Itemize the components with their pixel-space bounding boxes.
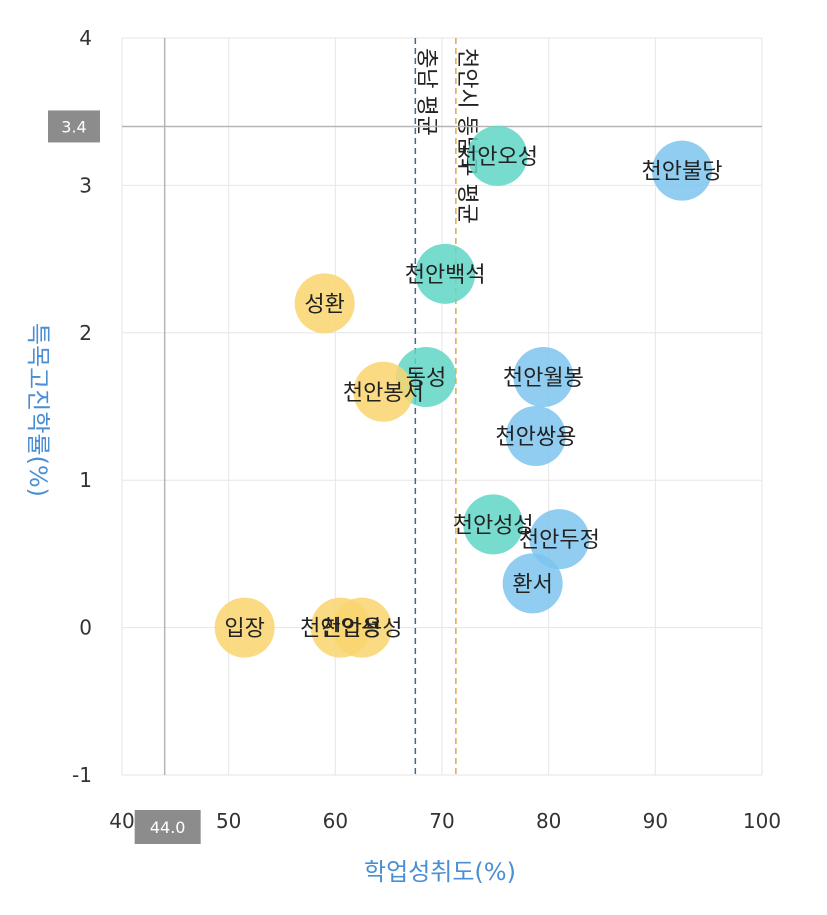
bubble-label: 천안용성 xyxy=(322,617,403,642)
x-tick-label: 90 xyxy=(643,809,668,833)
x-axis-title: 학업성취도(%) xyxy=(364,858,516,886)
bubbles xyxy=(214,125,712,658)
reference-line-label: 천안시 동남구 평균 xyxy=(454,48,479,224)
bubble-label: 천안불당 xyxy=(642,160,723,185)
reference-lines: 충남 평균 천안시 동남구 평균 xyxy=(413,38,479,775)
y-marker-badge xyxy=(48,110,100,143)
bubble[interactable] xyxy=(415,243,476,304)
bubble[interactable] xyxy=(529,509,590,570)
bubble-label: 입장 xyxy=(224,617,264,642)
bubble-label: 성환 xyxy=(304,292,344,317)
tick-labels: -1 0 1 2 3 4 40 50 60 70 80 90 100 xyxy=(72,26,781,833)
bubble[interactable] xyxy=(214,597,275,658)
x-tick-label: 80 xyxy=(536,809,561,833)
x-tick-label: 60 xyxy=(323,809,348,833)
y-tick-label: -1 xyxy=(72,763,92,787)
reference-line-label: 충남 평균 xyxy=(413,48,438,136)
bubble[interactable] xyxy=(294,273,355,334)
y-axis-title: 특목고진학률(%) xyxy=(24,323,52,497)
bubble-label: 천안성성 xyxy=(453,513,534,538)
x-tick-label: 50 xyxy=(216,809,241,833)
y-tick-label: 3 xyxy=(79,173,92,197)
bubble-label: 천안봉서 xyxy=(343,381,424,406)
bubble[interactable] xyxy=(467,125,528,186)
bubble[interactable] xyxy=(513,347,574,408)
bubble-label: 천안업성 xyxy=(300,617,381,642)
y-tick-label: 4 xyxy=(79,26,92,50)
bubble[interactable] xyxy=(502,553,563,614)
bubble[interactable] xyxy=(353,361,414,422)
bubble[interactable] xyxy=(332,597,392,658)
bubble[interactable] xyxy=(652,140,712,201)
bubble-label: 천안백석 xyxy=(405,263,486,288)
bubble-label: 천안오성 xyxy=(457,145,538,170)
x-tick-label: 40 xyxy=(109,809,134,833)
bubble-label: 천안쌍용 xyxy=(495,425,576,450)
x-tick-label: 70 xyxy=(429,809,454,833)
y-tick-label: 0 xyxy=(79,616,92,640)
bubble-label: 천안월봉 xyxy=(503,366,584,391)
marker-lines xyxy=(122,38,762,775)
bubble[interactable] xyxy=(505,405,566,466)
y-tick-label: 2 xyxy=(79,321,92,345)
bubble[interactable] xyxy=(463,494,524,555)
x-tick-label: 100 xyxy=(743,809,781,833)
y-tick-label: 1 xyxy=(79,468,92,492)
bubble-label: 환서 xyxy=(512,572,552,597)
x-marker-badge-label: 44.0 xyxy=(150,818,186,837)
bubble-label: 동성 xyxy=(406,366,446,391)
y-marker-badge-label: 3.4 xyxy=(61,117,86,136)
bubble-label: 천안두정 xyxy=(519,528,600,553)
marker-badges: 3.4 44.0 xyxy=(48,110,201,844)
x-marker-badge xyxy=(134,810,201,844)
